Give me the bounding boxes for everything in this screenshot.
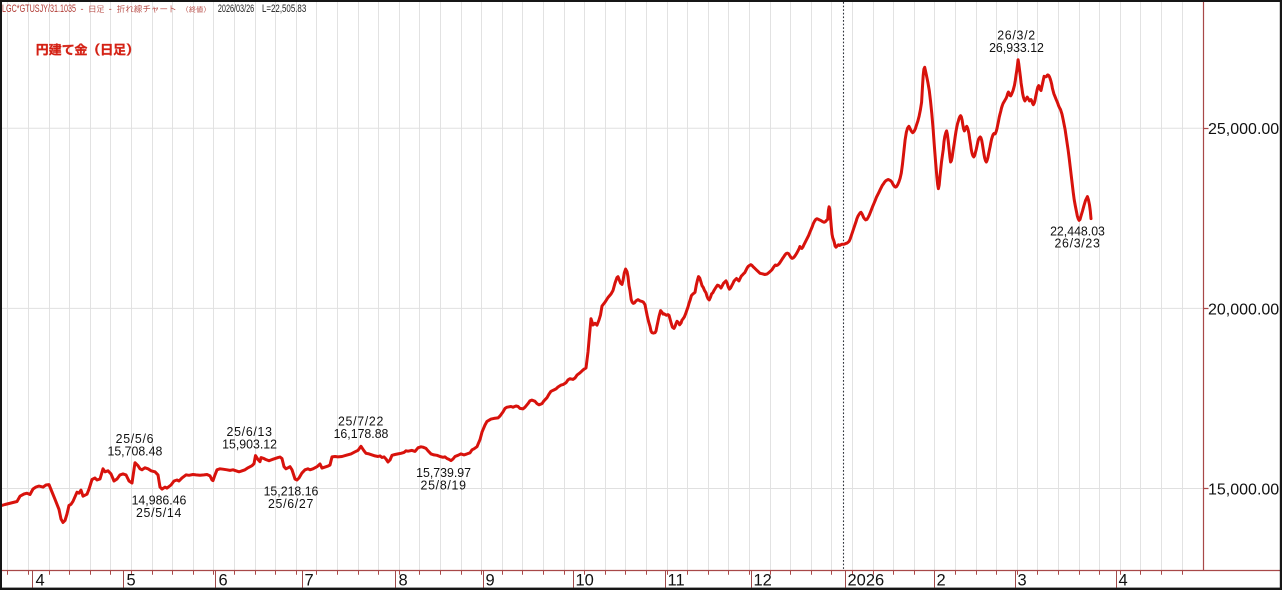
svg-text:11: 11 (668, 572, 685, 590)
svg-text:2026/03/26: 2026/03/26 (218, 3, 254, 15)
svg-text:15,218.16: 15,218.16 (264, 484, 319, 498)
svg-text:12: 12 (754, 572, 772, 590)
svg-text:25,000.00: 25,000.00 (1208, 121, 1279, 138)
svg-text:25/7/22: 25/7/22 (338, 414, 384, 428)
svg-text:20,000.00: 20,000.00 (1208, 301, 1279, 318)
svg-text:L=22,505.83: L=22,505.83 (262, 3, 306, 16)
svg-text:25/8/19: 25/8/19 (421, 478, 467, 492)
svg-text:7: 7 (305, 572, 314, 590)
svg-text:25/6/13: 25/6/13 (227, 425, 273, 439)
svg-text:10: 10 (576, 572, 594, 590)
svg-text:4: 4 (1119, 572, 1128, 590)
svg-text:15,903.12: 15,903.12 (222, 437, 277, 451)
svg-text:22,448.03: 22,448.03 (1050, 224, 1105, 238)
svg-text:15,739.97: 15,739.97 (416, 466, 471, 480)
svg-text:-: - (109, 4, 112, 14)
svg-text:26/3/2: 26/3/2 (997, 28, 1036, 42)
svg-text:25/5/6: 25/5/6 (116, 432, 155, 446)
svg-text:14,986.46: 14,986.46 (132, 493, 187, 507)
svg-text:2: 2 (937, 572, 946, 590)
svg-text:5: 5 (127, 572, 136, 590)
svg-text:4: 4 (36, 572, 45, 590)
svg-text:-: - (81, 4, 84, 14)
svg-text:6: 6 (219, 572, 228, 590)
svg-text:15,708.48: 15,708.48 (107, 444, 162, 458)
svg-text:16,178.88: 16,178.88 (334, 427, 389, 441)
svg-text:25/5/14: 25/5/14 (136, 506, 182, 520)
svg-text:26,933.12: 26,933.12 (989, 41, 1044, 55)
svg-text:8: 8 (399, 572, 408, 590)
svg-text:3: 3 (1018, 572, 1027, 590)
svg-text:LGC*GTUSJY/31.1035: LGC*GTUSJY/31.1035 (2, 3, 76, 15)
svg-text:9: 9 (486, 572, 495, 590)
svg-text:25/6/27: 25/6/27 (268, 497, 314, 511)
svg-text:15,000.00: 15,000.00 (1208, 482, 1279, 499)
svg-text:26/3/23: 26/3/23 (1054, 236, 1100, 250)
svg-text:2026: 2026 (848, 572, 885, 590)
